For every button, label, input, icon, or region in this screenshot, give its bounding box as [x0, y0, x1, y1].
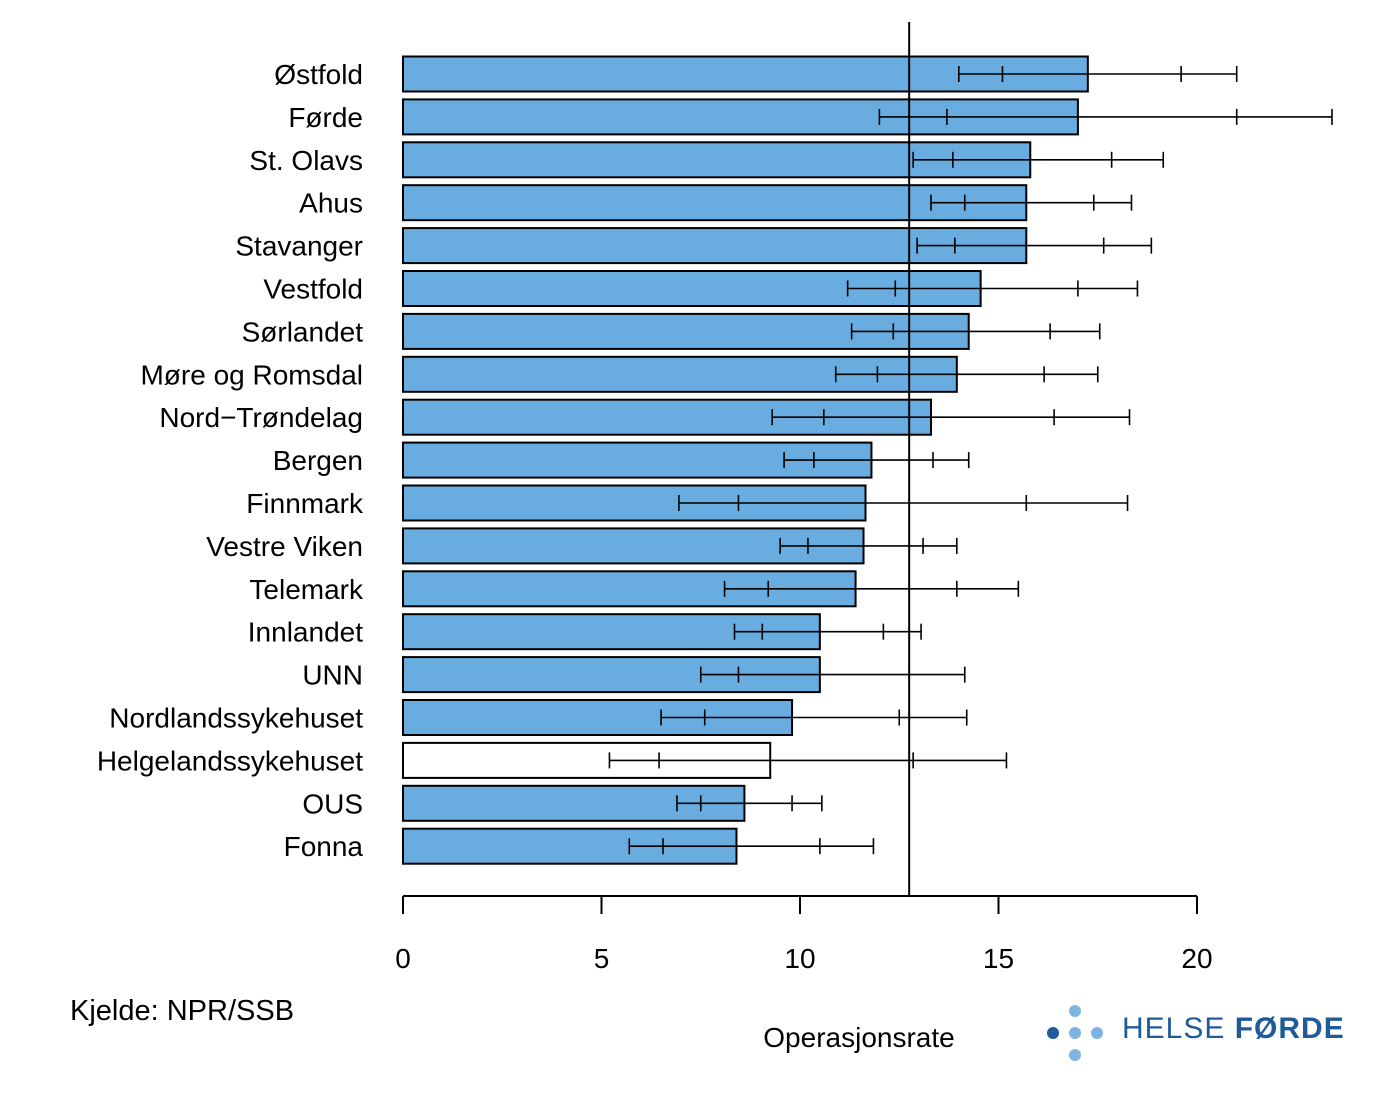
category-label: St. Olavs [249, 145, 363, 176]
category-labels-layer: Østfold Førde St. Olavs Ahus Stavanger Vestfo… [97, 59, 364, 862]
error-bars-layer [608, 66, 1333, 855]
category-label: Finnmark [246, 488, 364, 519]
x-axis-title: Operasjonsrate [763, 1022, 954, 1053]
logo-text-light: HELSE [1122, 1012, 1235, 1045]
category-label: Førde [288, 102, 363, 133]
category-label: UNN [302, 660, 363, 691]
category-label: Nordlandssykehuset [109, 703, 363, 734]
helse-forde-logo: HELSE FØRDE [1040, 1000, 1344, 1066]
x-axis: 0 5 10 15 20 [395, 895, 1213, 974]
logo-dots-icon [1047, 1005, 1103, 1061]
bars-layer [402, 55, 1089, 865]
x-tick-label: 0 [395, 943, 411, 974]
bar-16 [402, 699, 794, 736]
category-label: Fonna [284, 831, 364, 862]
x-tick-label: 15 [983, 943, 1014, 974]
x-tick-label: 10 [784, 943, 815, 974]
category-label: OUS [302, 788, 363, 819]
category-label: Helgelandssykehuset [97, 745, 363, 776]
category-label: Ahus [299, 188, 363, 219]
x-tick-label: 5 [594, 943, 610, 974]
category-label: Telemark [249, 574, 364, 605]
logo-text-bold: FØRDE [1234, 1012, 1345, 1045]
category-label: Vestfold [263, 274, 363, 305]
category-label: Nord−Trøndelag [159, 402, 363, 433]
category-label: Sørlandet [242, 316, 364, 347]
category-label: Innlandet [248, 617, 363, 648]
x-tick-label: 20 [1181, 943, 1212, 974]
category-label: Østfold [274, 59, 363, 90]
category-label: Vestre Viken [206, 531, 363, 562]
logo-wordmark: HELSE FØRDE [1122, 1012, 1345, 1046]
category-label: Bergen [273, 445, 363, 476]
source-note: Kjelde: NPR/SSB [70, 995, 295, 1027]
category-label: Møre og Romsdal [140, 359, 363, 390]
category-label: Stavanger [235, 231, 363, 262]
bar-10 [402, 441, 873, 479]
